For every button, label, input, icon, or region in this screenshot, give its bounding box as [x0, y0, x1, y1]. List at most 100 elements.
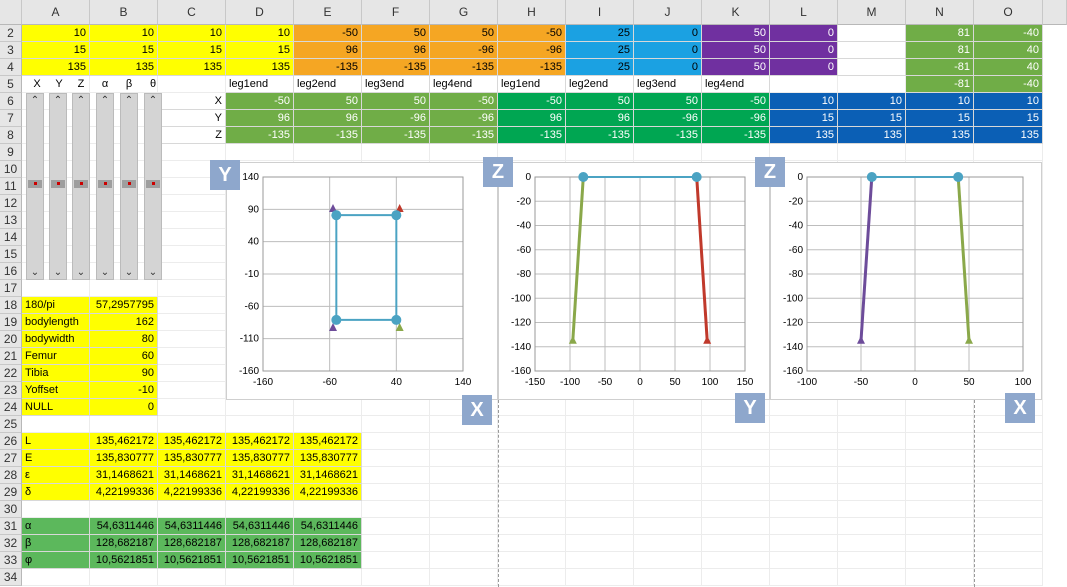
column-header-O[interactable]: O: [974, 0, 1043, 25]
row-header-22[interactable]: 22: [0, 365, 22, 382]
empty-cell[interactable]: [498, 501, 566, 518]
empty-cell[interactable]: [906, 433, 974, 450]
row-header-29[interactable]: 29: [0, 484, 22, 501]
empty-cell[interactable]: [770, 399, 838, 416]
empty-cell[interactable]: [362, 467, 430, 484]
column-header-D[interactable]: D: [226, 0, 294, 25]
empty-cell[interactable]: [362, 433, 430, 450]
data-cell[interactable]: 96: [226, 110, 294, 127]
data-cell[interactable]: 15: [22, 42, 90, 59]
empty-cell[interactable]: [158, 297, 226, 314]
data-cell[interactable]: 0: [770, 25, 838, 42]
data-cell[interactable]: 0: [634, 25, 702, 42]
data-cell[interactable]: [838, 42, 906, 59]
data-cell[interactable]: 15: [906, 110, 974, 127]
empty-cell[interactable]: [498, 518, 566, 535]
data-cell[interactable]: 50: [362, 25, 430, 42]
row-header-19[interactable]: 19: [0, 314, 22, 331]
empty-cell[interactable]: [294, 416, 362, 433]
param-value[interactable]: 90: [90, 365, 158, 382]
param-name[interactable]: Yoffset: [22, 382, 90, 399]
calc-value[interactable]: 135,462172: [294, 433, 362, 450]
empty-cell[interactable]: [974, 501, 1043, 518]
data-cell[interactable]: 10: [974, 93, 1043, 110]
empty-cell[interactable]: [702, 144, 770, 161]
row-header-6[interactable]: 6: [0, 93, 22, 110]
empty-cell[interactable]: [634, 518, 702, 535]
empty-cell[interactable]: [430, 450, 498, 467]
empty-cell[interactable]: [566, 450, 634, 467]
empty-cell[interactable]: [498, 450, 566, 467]
calc-value[interactable]: 128,682187: [158, 535, 226, 552]
empty-cell[interactable]: [838, 501, 906, 518]
row-header-33[interactable]: 33: [0, 552, 22, 569]
param-name[interactable]: 180/pi: [22, 297, 90, 314]
data-cell[interactable]: 0: [634, 42, 702, 59]
data-cell[interactable]: -96: [430, 110, 498, 127]
param-name[interactable]: Femur: [22, 348, 90, 365]
empty-cell[interactable]: [294, 144, 362, 161]
empty-cell[interactable]: [974, 416, 1043, 433]
slider-up-chevron-icon[interactable]: ⌃: [76, 95, 86, 106]
empty-cell[interactable]: [974, 144, 1043, 161]
slider-α[interactable]: ⌃ ⌄: [96, 93, 114, 280]
data-cell[interactable]: 135: [838, 127, 906, 144]
empty-cell[interactable]: [22, 76, 90, 93]
empty-cell[interactable]: [226, 144, 294, 161]
empty-cell[interactable]: [974, 535, 1043, 552]
empty-cell[interactable]: [634, 467, 702, 484]
slider-X[interactable]: ⌃ ⌄: [26, 93, 44, 280]
leg-label[interactable]: leg4end: [430, 76, 498, 93]
data-cell[interactable]: -135: [362, 59, 430, 76]
empty-cell[interactable]: [294, 501, 362, 518]
slider-up-chevron-icon[interactable]: ⌃: [124, 95, 134, 106]
data-cell[interactable]: -50: [294, 25, 362, 42]
row-header-25[interactable]: 25: [0, 416, 22, 433]
empty-cell[interactable]: [430, 501, 498, 518]
empty-cell[interactable]: [974, 552, 1043, 569]
data-cell[interactable]: 50: [702, 59, 770, 76]
empty-cell[interactable]: [702, 467, 770, 484]
empty-cell[interactable]: [702, 501, 770, 518]
corner-cell[interactable]: [0, 0, 22, 25]
calc-value[interactable]: 135,830777: [226, 450, 294, 467]
empty-cell[interactable]: [838, 399, 906, 416]
empty-cell[interactable]: [90, 569, 158, 586]
param-name[interactable]: bodylength: [22, 314, 90, 331]
empty-cell[interactable]: [22, 416, 90, 433]
empty-cell[interactable]: [906, 467, 974, 484]
empty-cell[interactable]: [226, 399, 294, 416]
calc-value[interactable]: 135,830777: [90, 450, 158, 467]
data-cell[interactable]: 135: [906, 127, 974, 144]
data-cell[interactable]: 25: [566, 42, 634, 59]
calc-value[interactable]: 54,6311446: [226, 518, 294, 535]
column-header-K[interactable]: K: [702, 0, 770, 25]
data-cell[interactable]: 10: [22, 25, 90, 42]
empty-cell[interactable]: [634, 484, 702, 501]
leg-label[interactable]: leg1end: [226, 76, 294, 93]
column-header-N[interactable]: N: [906, 0, 974, 25]
empty-cell[interactable]: [566, 144, 634, 161]
empty-cell[interactable]: [158, 263, 226, 280]
slider-down-chevron-icon[interactable]: ⌄: [148, 267, 158, 278]
empty-cell[interactable]: [362, 144, 430, 161]
calc-value[interactable]: 128,682187: [294, 535, 362, 552]
param-name[interactable]: Tibia: [22, 365, 90, 382]
row-header-23[interactable]: 23: [0, 382, 22, 399]
row-header-10[interactable]: 10: [0, 161, 22, 178]
data-cell[interactable]: 96: [294, 110, 362, 127]
data-cell[interactable]: 15: [770, 110, 838, 127]
param-name[interactable]: NULL: [22, 399, 90, 416]
param-value[interactable]: 0: [90, 399, 158, 416]
leg-label[interactable]: leg3end: [634, 76, 702, 93]
column-header-A[interactable]: A: [22, 0, 90, 25]
slider-β[interactable]: ⌃ ⌄: [120, 93, 138, 280]
empty-cell[interactable]: [906, 569, 974, 586]
row-header-12[interactable]: 12: [0, 195, 22, 212]
calc-name[interactable]: φ: [22, 552, 90, 569]
empty-cell[interactable]: [158, 569, 226, 586]
empty-cell[interactable]: [634, 433, 702, 450]
row-header-13[interactable]: 13: [0, 212, 22, 229]
slider-thumb[interactable]: [146, 180, 160, 189]
empty-cell[interactable]: [498, 399, 566, 416]
